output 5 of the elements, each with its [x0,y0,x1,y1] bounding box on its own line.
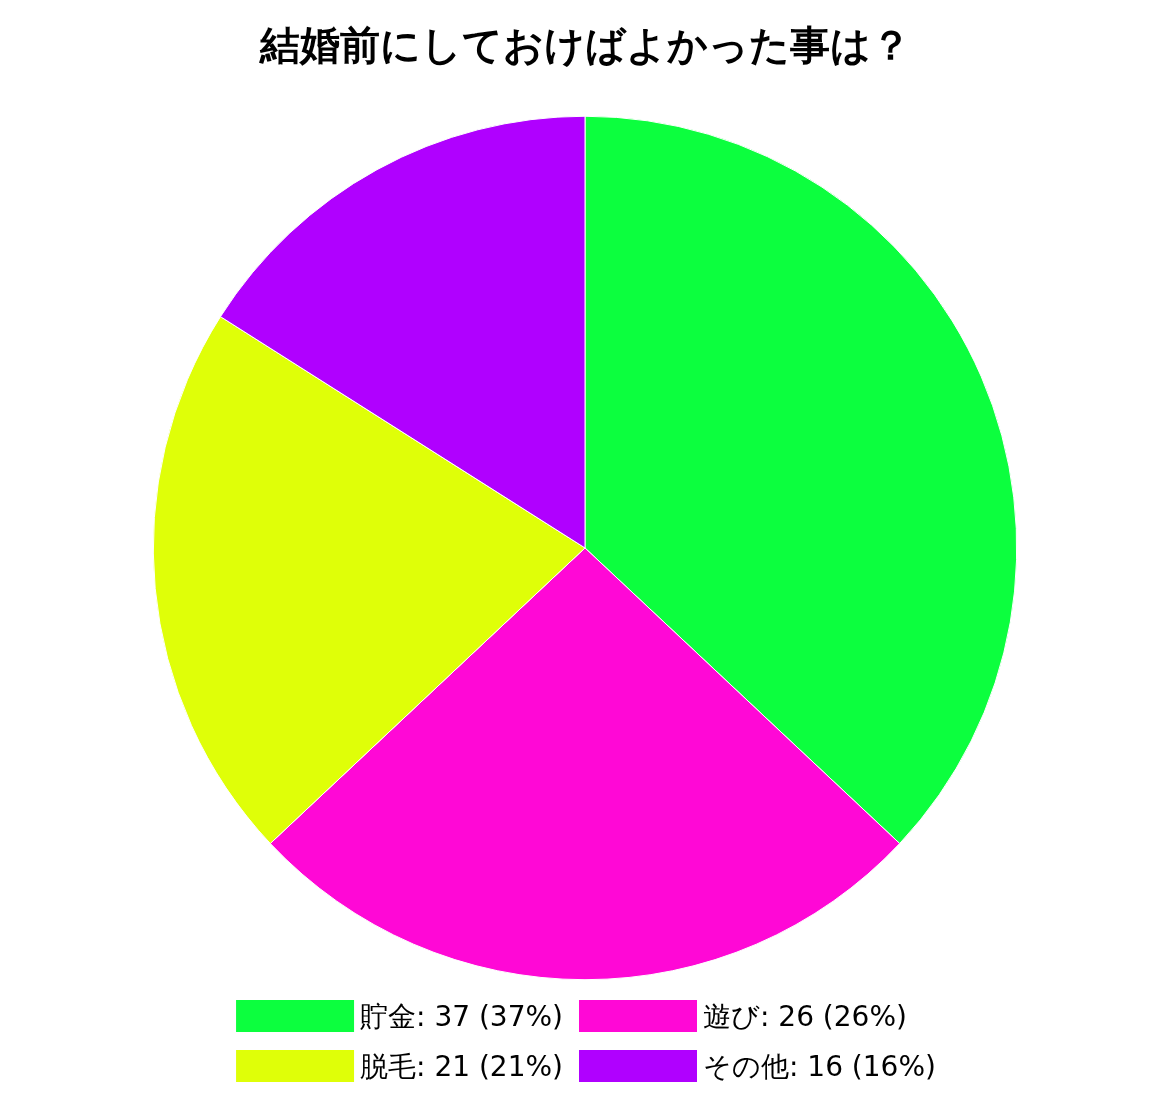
legend-label: 脱毛: 21 (21%) [360,1049,564,1083]
legend-label: 貯金: 37 (37%) [360,999,564,1033]
chart-title: 結婚前にしておけばよかった事は？ [258,22,911,68]
legend-label: その他: 16 (16%) [703,1049,936,1083]
legend-label: 遊び: 26 (26%) [703,999,907,1033]
